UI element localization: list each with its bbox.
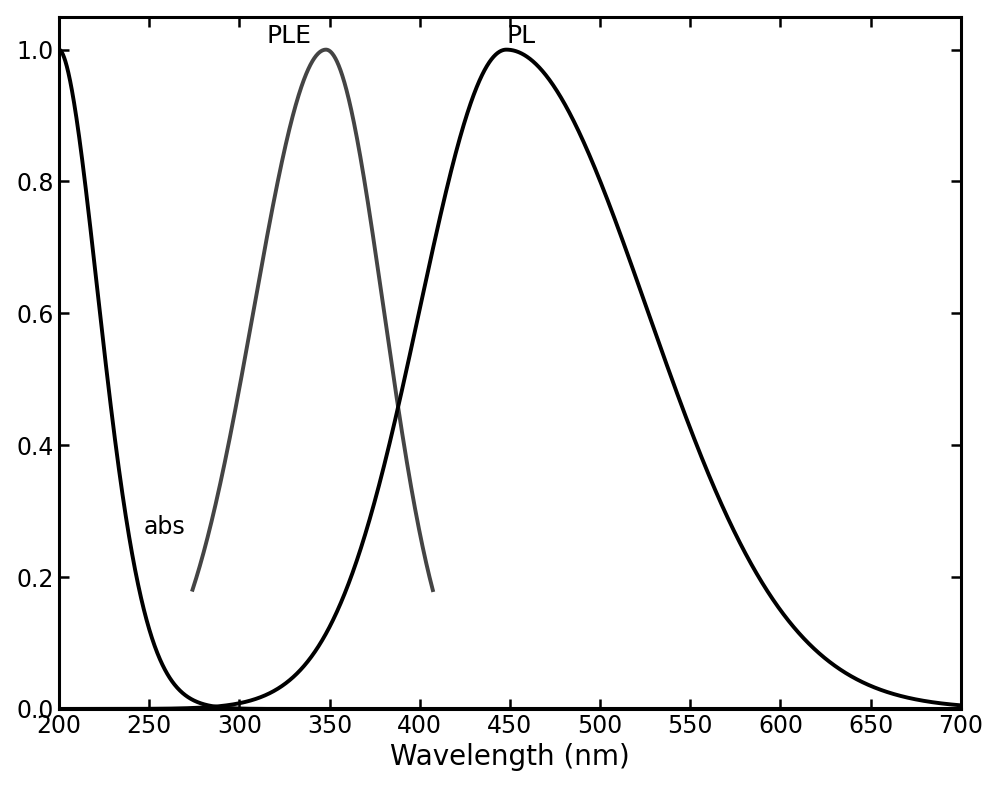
Text: abs: abs xyxy=(144,515,186,539)
X-axis label: Wavelength (nm): Wavelength (nm) xyxy=(390,743,630,771)
Text: PLE: PLE xyxy=(266,24,311,48)
Text: PL: PL xyxy=(506,24,535,48)
